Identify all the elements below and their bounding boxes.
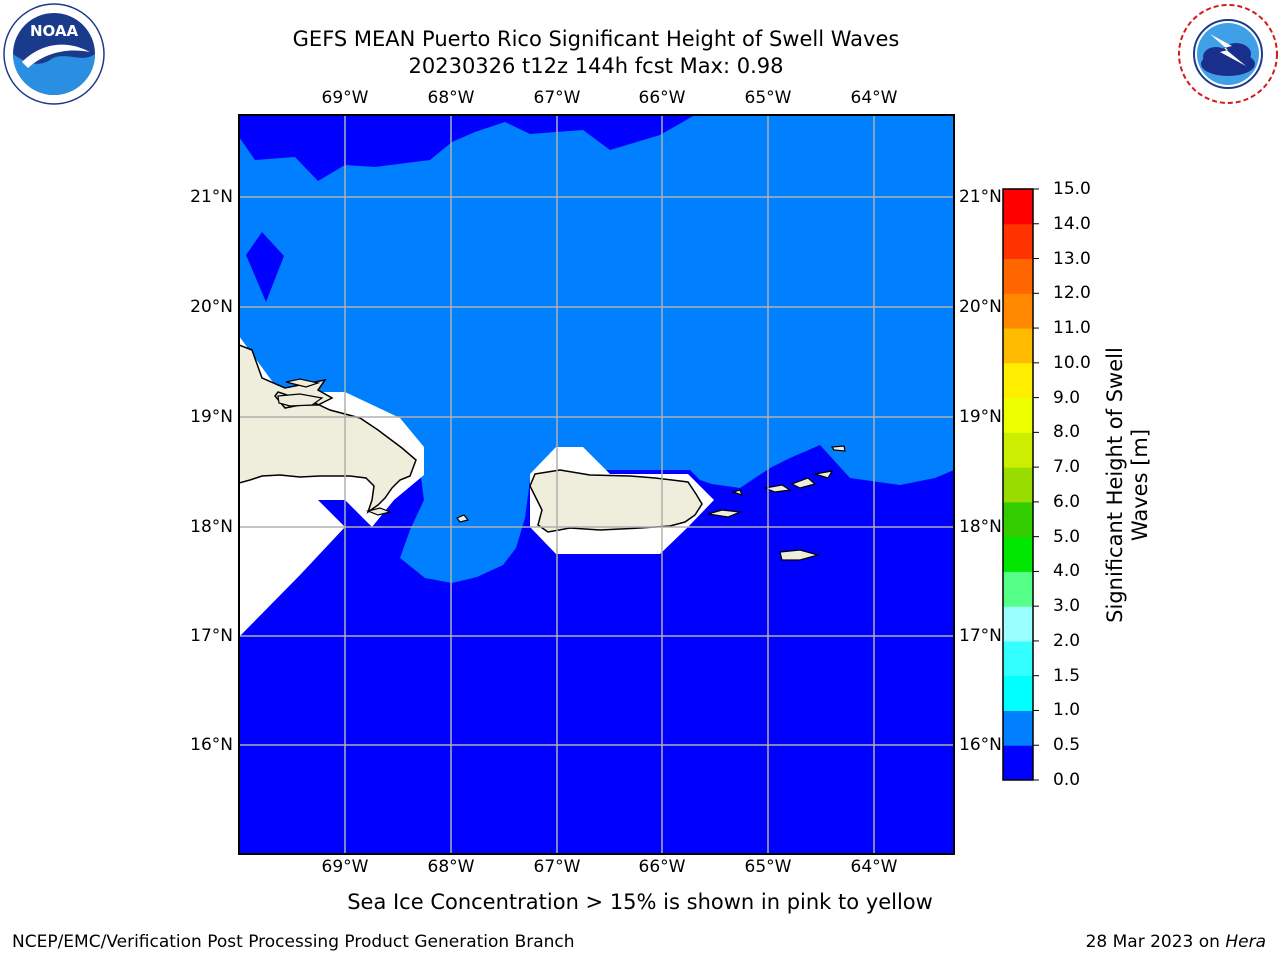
colorbar-tick-label: 4.0 [1053, 561, 1081, 582]
land-puerto-rico [529, 469, 703, 533]
colorbar-segment [1003, 258, 1033, 294]
lat-label-right: 20°N [959, 297, 1002, 317]
land-vieques [707, 509, 743, 518]
colorbar-tick-label: 8.0 [1053, 422, 1081, 443]
lon-label-bottom: 64°W [850, 857, 898, 877]
colorbar-tick-label: 12.0 [1053, 283, 1091, 304]
swell-patch-low [246, 232, 284, 302]
colorbar-tick-label: 6.0 [1053, 491, 1081, 512]
colorbar-segment [1003, 571, 1033, 607]
colorbar-segment [1003, 189, 1033, 225]
lat-label-left: 16°N [190, 735, 233, 755]
colorbar-tick-label: 0.5 [1053, 735, 1081, 756]
plot-subtitle: 20230326 t12z 144h fcst Max: 0.98 [408, 54, 784, 78]
colorbar-tick-label: 14.0 [1053, 213, 1091, 234]
colorbar-frame [1002, 188, 1034, 781]
lon-label-top: 65°W [744, 88, 792, 108]
land-hispaniola [239, 344, 417, 514]
colorbar-tick-label: 11.0 [1053, 318, 1091, 339]
colorbar-segment [1003, 223, 1033, 260]
land-anegada [830, 445, 846, 452]
colorbar-segment [1003, 467, 1033, 503]
colorbar-tick-label: 1.0 [1053, 700, 1081, 721]
lon-label-bottom: 66°W [638, 857, 686, 877]
colorbar-label: Significant Height of Swell Waves [m] [1102, 347, 1152, 623]
land-mona [456, 514, 470, 523]
colorbar-segment [1003, 606, 1033, 642]
land-culebra [730, 489, 744, 496]
footer-credit: NCEP/EMC/Verification Post Processing Pr… [12, 932, 575, 952]
land-tortuga [285, 378, 321, 388]
lat-label-right: 19°N [959, 407, 1002, 427]
colorbar-segment [1003, 397, 1033, 433]
colorbar-segment [1003, 501, 1033, 538]
lon-label-top: 66°W [638, 88, 686, 108]
lat-label-right: 17°N [959, 626, 1002, 646]
sea-ice-note: Sea Ice Concentration > 15% is shown in … [347, 890, 933, 914]
colorbar-segment [1003, 432, 1033, 468]
lat-label-right: 18°N [959, 517, 1002, 537]
noaa-logo: NOAA [3, 3, 105, 105]
plot-title: GEFS MEAN Puerto Rico Significant Height… [292, 27, 900, 51]
land-st-croix [779, 549, 821, 561]
colorbar-segment [1003, 362, 1033, 399]
colorbar-tick-label: 15.0 [1053, 179, 1091, 199]
land-gonave [277, 393, 324, 407]
lon-label-bottom: 67°W [533, 857, 581, 877]
footer-date: 28 Mar 2023 on Hera [1086, 932, 1266, 952]
noaa-logo-text: NOAA [30, 22, 79, 40]
footer-host: Hera [1225, 932, 1266, 952]
nws-logo [1178, 4, 1278, 104]
colorbar-tick-label: 0.0 [1053, 770, 1081, 790]
lat-label-left: 20°N [190, 297, 233, 317]
land-saona [366, 507, 392, 516]
lat-label-right: 21°N [959, 187, 1002, 207]
colorbar-tick-label: 9.0 [1053, 387, 1081, 408]
lon-label-top: 64°W [850, 88, 898, 108]
lon-label-top: 68°W [427, 88, 475, 108]
lon-label-bottom: 65°W [744, 857, 792, 877]
colorbar-segment [1003, 710, 1033, 746]
colorbar-segment [1003, 536, 1033, 572]
lat-label-left: 21°N [190, 187, 233, 207]
colorbar-segment [1003, 640, 1033, 677]
colorbar-segment [1003, 675, 1033, 711]
colorbar-tick-label: 10.0 [1053, 352, 1091, 373]
land-virgin-islands [762, 470, 834, 493]
colorbar-tick-label: 5.0 [1053, 526, 1081, 547]
colorbar-tick-label: 13.0 [1053, 248, 1091, 269]
colorbar-tick-label: 2.0 [1053, 630, 1081, 651]
lat-label-left: 19°N [190, 407, 233, 427]
map-frame [238, 114, 955, 855]
gridlines [239, 115, 954, 854]
lon-label-bottom: 68°W [427, 857, 475, 877]
colorbar-segment [1003, 328, 1033, 364]
lon-label-top: 67°W [533, 88, 581, 108]
lon-label-bottom: 69°W [321, 857, 369, 877]
lat-label-left: 18°N [190, 517, 233, 537]
lon-label-top: 69°W [321, 88, 369, 108]
colorbar-tick-label: 1.5 [1053, 665, 1081, 686]
colorbar-tick-label: 7.0 [1053, 457, 1081, 478]
colorbar-segment [1003, 745, 1033, 781]
colorbar-segment [1003, 293, 1033, 329]
footer-date-text: 28 Mar 2023 on [1085, 932, 1220, 952]
colorbar-tick-label: 3.0 [1053, 596, 1081, 617]
lat-label-right: 16°N [959, 735, 1002, 755]
lat-label-left: 17°N [190, 626, 233, 646]
